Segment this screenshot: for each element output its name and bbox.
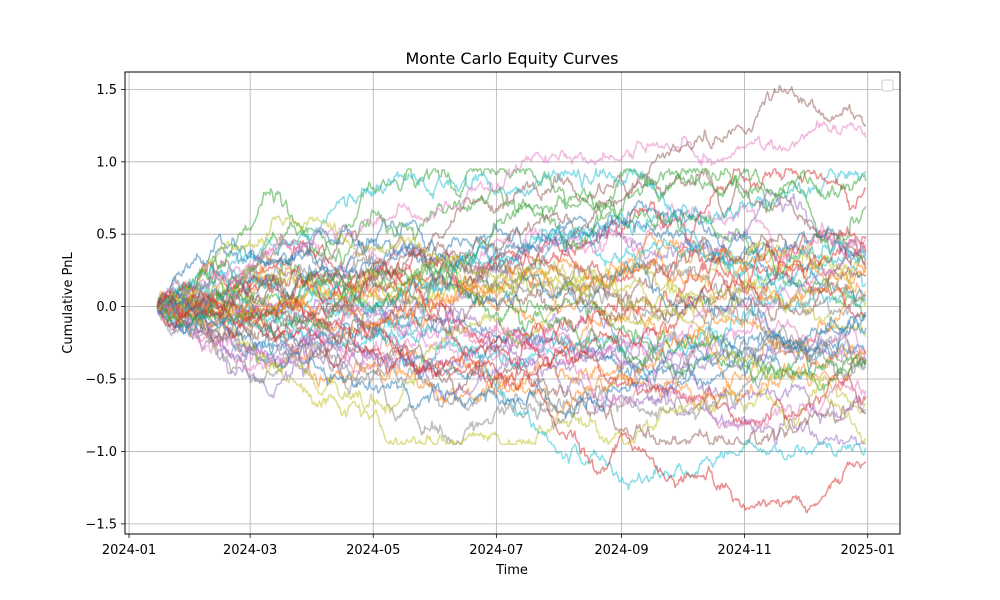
series-line [156,241,867,377]
series-line-notable [156,287,867,491]
series-line-notable [156,215,867,446]
y-axis-title: Cumulative PnL [61,252,76,354]
series-line-notable [156,120,867,311]
y-tick-label: −1.0 [85,445,117,460]
series-line [156,217,867,307]
legend-box [881,79,894,92]
x-tick-label: 2024-07 [469,543,523,558]
x-tick-label: 2025-01 [841,543,895,558]
x-tick-label: 2024-03 [223,543,277,558]
x-axis-title: Time [495,563,528,578]
series-line [156,188,867,339]
x-tick-label: 2024-05 [346,543,400,558]
series-line [156,238,867,368]
plot-frame [124,71,901,535]
series-line [156,243,866,355]
y-axis: −1.5 −1.0 −0.5 0.0 0.5 1.0 1.5 [85,83,125,532]
series-line [156,168,867,324]
series-line [156,266,867,361]
x-tick-label: 2024-01 [102,543,156,558]
y-tick-label: −0.5 [85,373,117,388]
plot-area [156,84,867,514]
series-line [156,227,867,336]
y-tick-label: 0.5 [96,228,117,243]
y-tick-label: 0.0 [96,300,117,315]
series-line [156,295,867,445]
series-line [156,168,867,324]
series-line [156,262,867,384]
series-line [156,168,867,310]
x-tick-label: 2024-11 [717,543,771,558]
series-line-notable [156,294,867,514]
series-line [156,298,867,425]
series-line [156,168,867,311]
x-tick-label: 2024-09 [594,543,648,558]
y-tick-label: 1.5 [96,83,117,98]
y-tick-label: −1.5 [85,517,117,532]
series-line [156,256,867,374]
x-axis: 2024-01 2024-03 2024-05 2024-07 2024-09 2024-… [102,534,895,558]
series-line-notable [156,296,867,419]
chart-title: Monte Carlo Equity Curves [405,49,618,68]
y-tick-label: 1.0 [96,155,117,170]
series-line-notable [156,84,867,317]
